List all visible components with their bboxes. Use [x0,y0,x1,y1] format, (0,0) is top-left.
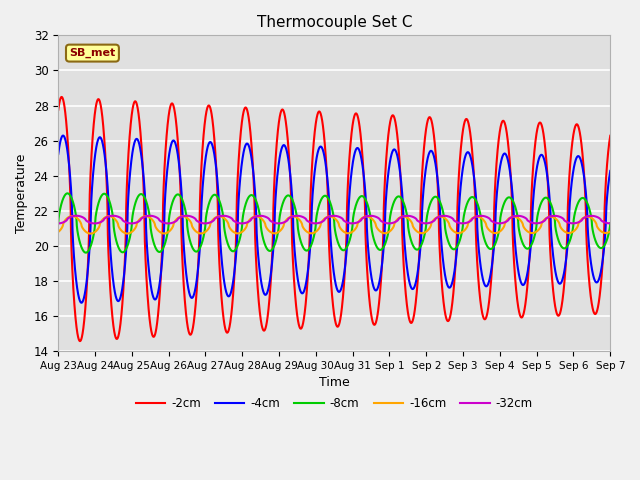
Text: SB_met: SB_met [69,48,116,58]
Legend: -2cm, -4cm, -8cm, -16cm, -32cm: -2cm, -4cm, -8cm, -16cm, -32cm [131,392,538,415]
X-axis label: Time: Time [319,376,349,389]
Y-axis label: Temperature: Temperature [15,154,28,233]
Title: Thermocouple Set C: Thermocouple Set C [257,15,412,30]
